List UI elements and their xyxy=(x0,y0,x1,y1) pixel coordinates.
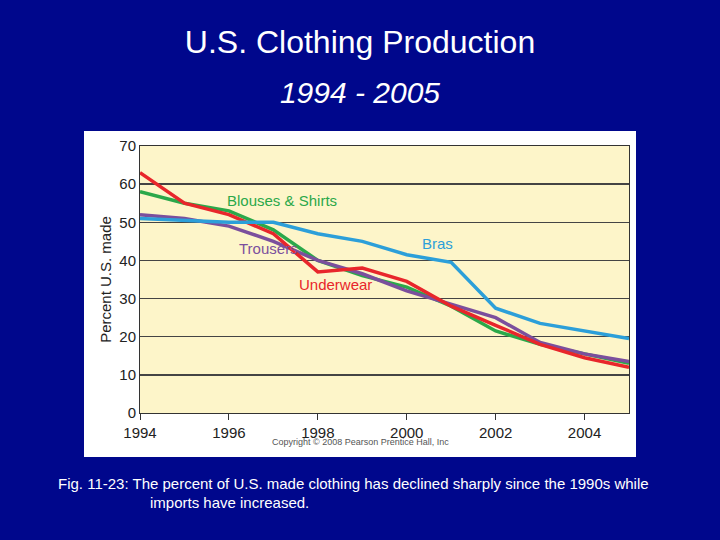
svg-text:Copyright © 2008 Pearson Prent: Copyright © 2008 Pearson Prentice Hall, … xyxy=(272,437,449,447)
svg-text:Trousers: Trousers xyxy=(239,240,298,257)
svg-text:Bras: Bras xyxy=(422,235,453,252)
html-text:1994 - 2005: 1994 - 2005 xyxy=(279,76,441,109)
svg-text:60: 60 xyxy=(119,175,136,192)
svg-text:2002: 2002 xyxy=(479,424,512,441)
svg-text:0: 0 xyxy=(128,404,136,421)
svg-text:40: 40 xyxy=(119,252,136,269)
svg-text:20: 20 xyxy=(119,328,136,345)
svg-text:1998: 1998 xyxy=(301,424,334,441)
html-text:Fig. 11-23: The percent of U.S: Fig. 11-23: The percent of U.S. made clo… xyxy=(58,475,649,511)
svg-text:70: 70 xyxy=(119,137,136,154)
svg-text:2000: 2000 xyxy=(390,424,423,441)
svg-text:Blouses & Shirts: Blouses & Shirts xyxy=(227,192,337,209)
svg-text:2004: 2004 xyxy=(568,424,601,441)
svg-text:1994: 1994 xyxy=(123,424,156,441)
svg-text:Underwear: Underwear xyxy=(299,276,372,293)
html-text:U.S. Clothing Production: U.S. Clothing Production xyxy=(184,24,536,60)
svg-text:50: 50 xyxy=(119,214,136,231)
svg-text:Percent U.S. made: Percent U.S. made xyxy=(97,216,114,343)
svg-text:1996: 1996 xyxy=(212,424,245,441)
svg-text:30: 30 xyxy=(119,290,136,307)
svg-text:10: 10 xyxy=(119,366,136,383)
